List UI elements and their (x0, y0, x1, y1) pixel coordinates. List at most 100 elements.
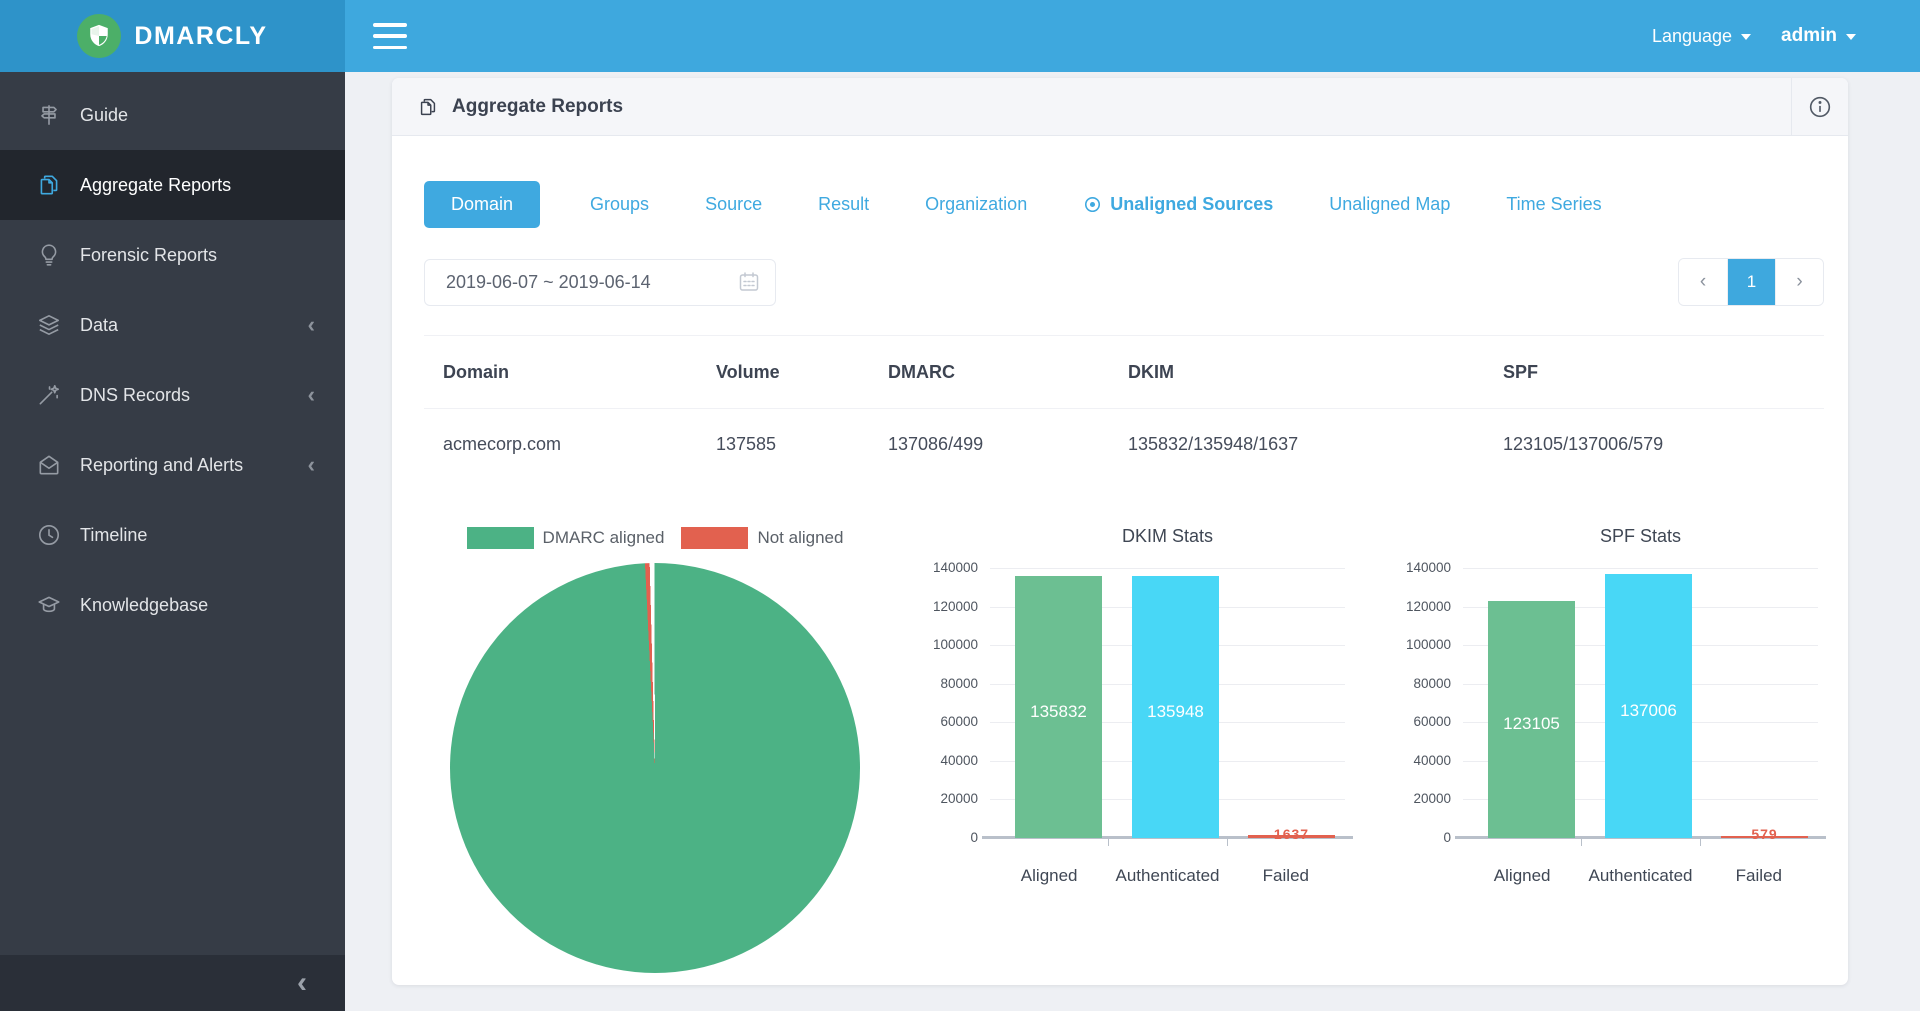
brand-logo: DMARCLY (0, 0, 345, 72)
tab-unaligned-sources[interactable]: Unaligned Sources (1083, 194, 1273, 215)
y-tick-label: 100000 (1405, 637, 1451, 653)
x-axis-label-failed: Failed (1735, 866, 1782, 885)
menu-toggle-button[interactable] (373, 23, 407, 49)
legend-item: DMARC aligned (466, 527, 664, 549)
sidebar-item-dns-records[interactable]: DNS Records ‹ (0, 360, 345, 430)
brand-name: DMARCLY (134, 21, 268, 50)
tab-domain[interactable]: Domain (424, 180, 541, 228)
tab-result[interactable]: Result (818, 194, 869, 215)
bar-value-label: 579 (1751, 826, 1778, 842)
calendar-icon (737, 270, 761, 294)
sidebar-item-label: Knowledgebase (80, 594, 209, 615)
dkim-stats-chart: DKIM Stats 135832 135948 1637 0 20000 40000 600… (922, 526, 1353, 926)
column-header-domain: Domain (424, 335, 716, 409)
tab-time-series[interactable]: Time Series (1506, 194, 1601, 215)
x-tick-mark (1699, 838, 1701, 846)
language-label: Language (1651, 25, 1733, 46)
date-range-value: 2019-06-07 ~ 2019-06-14 (446, 271, 651, 292)
sidebar-item-guide[interactable]: Guide (0, 80, 345, 150)
column-header-volume: Volume (716, 335, 888, 409)
chevron-left-icon: ‹ (307, 452, 315, 477)
sidebar: Guide Aggregate Reports Forensic Reports Da… (0, 72, 345, 1011)
sidebar-item-data[interactable]: Data ‹ (0, 290, 345, 360)
x-axis-label-aligned: Aligned (1493, 866, 1551, 885)
report-tabs: Domain Groups Source Result Organization Unal… (424, 178, 1824, 230)
sidebar-item-reporting-and-alerts[interactable]: Reporting and Alerts ‹ (0, 430, 345, 500)
date-range-picker[interactable]: 2019-06-07 ~ 2019-06-14 (424, 258, 776, 306)
table-row: acmecorp.com 137585 137086/499 135832/13594… (424, 409, 1824, 481)
pagination-prev-button[interactable]: ‹ (1679, 259, 1727, 305)
sidebar-item-label: Aggregate Reports (80, 174, 232, 195)
tab-label: Time Series (1506, 193, 1602, 214)
chevron-down-icon (1741, 34, 1752, 40)
chevron-left-icon: ‹ (297, 966, 307, 999)
tab-groups[interactable]: Groups (590, 194, 649, 215)
bar-value-label: 1637 (1248, 826, 1335, 842)
y-tick-label: 40000 (1413, 752, 1451, 768)
card-header: Aggregate Reports (392, 78, 1848, 136)
sidebar-item-label: Reporting and Alerts (80, 454, 244, 475)
aggregate-reports-card: Aggregate Reports Domain Groups Source Resu… (392, 78, 1848, 985)
sidebar-item-label: DNS Records (80, 384, 191, 405)
table-header-row: Domain Volume DMARC DKIM SPF (424, 335, 1824, 409)
info-button[interactable] (1791, 78, 1848, 135)
info-icon (1807, 94, 1833, 120)
bar-aligned: 135832 (1015, 576, 1102, 838)
pie-legend: DMARC aligned Not aligned (450, 527, 860, 549)
sidebar-item-label: Timeline (80, 524, 148, 545)
sidebar-item-forensic-reports[interactable]: Forensic Reports (0, 220, 345, 290)
tab-label: Result (818, 193, 870, 214)
bar-failed (1248, 834, 1335, 838)
spf-stats-chart: SPF Stats 123105 137006 579 0 20000 40000 60000… (1395, 526, 1826, 926)
bar-aligned: 123105 (1488, 600, 1575, 838)
sidebar-item-aggregate-reports[interactable]: Aggregate Reports (0, 150, 345, 220)
bar-authenticated: 137006 (1605, 573, 1692, 838)
tab-source[interactable]: Source (705, 194, 762, 215)
user-menu[interactable]: admin (1781, 25, 1856, 47)
x-axis-label-authenticated: Authenticated (1115, 866, 1220, 885)
signpost-icon (36, 102, 62, 128)
language-menu[interactable]: Language (1651, 25, 1752, 47)
chart-title: DKIM Stats (1121, 526, 1214, 546)
y-tick-label: 140000 (932, 560, 978, 575)
main-content: Aggregate Reports Domain Groups Source Resu… (345, 72, 1920, 1011)
shield-logo-icon (77, 14, 122, 58)
topbar-right: Language admin (1652, 25, 1856, 47)
y-tick-label: 80000 (940, 675, 978, 691)
graduation-cap-icon (36, 592, 62, 618)
tab-unaligned-map[interactable]: Unaligned Map (1329, 194, 1450, 215)
pages-icon (36, 172, 62, 198)
legend-swatch (466, 527, 534, 549)
column-header-dkim: DKIM (1128, 335, 1503, 409)
x-tick-mark (1226, 838, 1228, 846)
sidebar-item-label: Guide (80, 104, 129, 125)
gridline (1463, 568, 1818, 569)
tab-label: Unaligned Sources (1110, 193, 1274, 214)
sidebar-item-timeline[interactable]: Timeline (0, 500, 345, 570)
bar-failed (1721, 836, 1808, 838)
tab-organization[interactable]: Organization (925, 194, 1027, 215)
y-tick-label: 20000 (1413, 791, 1451, 807)
bar-authenticated: 135948 (1132, 575, 1219, 838)
pagination-next-button[interactable]: › (1775, 259, 1823, 305)
legend-item: Not aligned (681, 527, 843, 549)
y-tick-label: 60000 (940, 714, 978, 730)
user-label: admin (1781, 25, 1837, 46)
chart-title: SPF Stats (1599, 526, 1682, 546)
y-tick-label: 100000 (932, 637, 978, 653)
tab-label: Unaligned Map (1329, 193, 1451, 214)
y-tick-label: 0 (970, 830, 978, 845)
mail-open-icon (36, 452, 62, 478)
chart-plot-area: 123105 137006 579 (1455, 568, 1826, 842)
bar-value-label: 135832 (1030, 702, 1087, 722)
y-tick-label: 20000 (940, 791, 978, 807)
sidebar-item-knowledgebase[interactable]: Knowledgebase (0, 570, 345, 640)
table-cell: 123105/137006/579 (1503, 434, 1664, 455)
dmarc-pie-chart (450, 563, 860, 973)
pagination-page-button[interactable]: 1 (1727, 259, 1775, 305)
sidebar-collapse-button[interactable]: ‹ (0, 955, 345, 1011)
target-icon (1083, 195, 1102, 214)
x-axis-label-failed: Failed (1262, 866, 1309, 885)
pagination: ‹ 1 › (1678, 258, 1824, 306)
sidebar-item-label: Data (80, 314, 119, 335)
